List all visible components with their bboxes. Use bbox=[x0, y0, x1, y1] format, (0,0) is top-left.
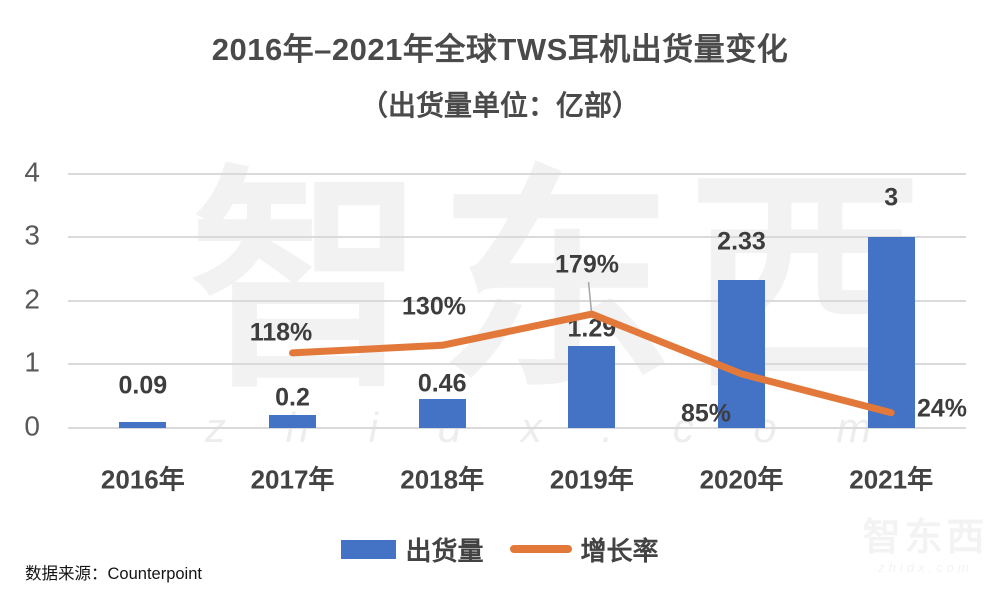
growth-rate-label: 85% bbox=[680, 399, 732, 428]
chart-title: 2016年–2021年全球TWS耳机出货量变化 bbox=[211, 32, 789, 67]
bar-2019年 bbox=[568, 345, 616, 428]
bar-value-label: 2.33 bbox=[717, 227, 766, 256]
chart-subtitle: （出货量单位：亿部） bbox=[359, 90, 640, 121]
growth-rate-label: 179% bbox=[555, 250, 619, 279]
x-axis-label: 2016年 bbox=[100, 464, 185, 495]
legend-label-growth-rate: 增长率 bbox=[580, 535, 659, 566]
watermark-corner-logo: 智东西 zhidx.com bbox=[858, 517, 993, 575]
x-axis-label: 2018年 bbox=[400, 464, 485, 495]
y-axis-label: 4 bbox=[24, 156, 40, 188]
y-axis-label: 1 bbox=[24, 347, 40, 379]
gridline bbox=[68, 172, 966, 175]
watermark-corner-text: 智东西 bbox=[862, 517, 989, 559]
gridline bbox=[68, 299, 966, 302]
bar-2021年 bbox=[867, 237, 915, 428]
y-axis-label: 2 bbox=[24, 283, 40, 315]
growth-line-swatch-icon bbox=[509, 545, 572, 553]
y-axis-label: 3 bbox=[24, 219, 40, 251]
bar-value-label: 0.46 bbox=[417, 369, 467, 398]
y-axis-label: 0 bbox=[24, 410, 40, 442]
bar-value-label: 3 bbox=[884, 183, 899, 212]
gridline bbox=[68, 236, 966, 239]
legend-item-growth-rate: 增长率 bbox=[509, 531, 659, 568]
x-axis-label: 2019年 bbox=[549, 464, 634, 495]
bar-2017年 bbox=[269, 415, 316, 428]
legend-item-shipments: 出货量 bbox=[341, 531, 484, 568]
bar-value-label: 0.09 bbox=[118, 371, 168, 400]
growth-rate-label: 118% bbox=[249, 318, 313, 347]
x-axis-label: 2017年 bbox=[250, 464, 335, 495]
bar-value-label: 1.29 bbox=[567, 314, 617, 343]
growth-rate-label: 130% bbox=[402, 292, 466, 321]
gridline bbox=[68, 427, 966, 429]
chart-legend: 出货量 增长率 bbox=[0, 531, 1000, 568]
shipments-bar-swatch-icon bbox=[341, 539, 397, 559]
bar-value-label: 0.2 bbox=[275, 383, 310, 412]
watermark-corner-url: zhidx.com bbox=[878, 559, 973, 575]
data-source-note: 数据来源：Counterpoint bbox=[25, 565, 202, 583]
gridline bbox=[68, 363, 966, 366]
x-axis-label: 2020年 bbox=[699, 464, 784, 495]
growth-rate-label: 24% bbox=[916, 394, 968, 423]
x-axis-label: 2021年 bbox=[849, 464, 934, 495]
legend-label-shipments: 出货量 bbox=[405, 535, 484, 566]
bar-2016年 bbox=[119, 422, 167, 428]
bar-2018年 bbox=[418, 398, 466, 428]
